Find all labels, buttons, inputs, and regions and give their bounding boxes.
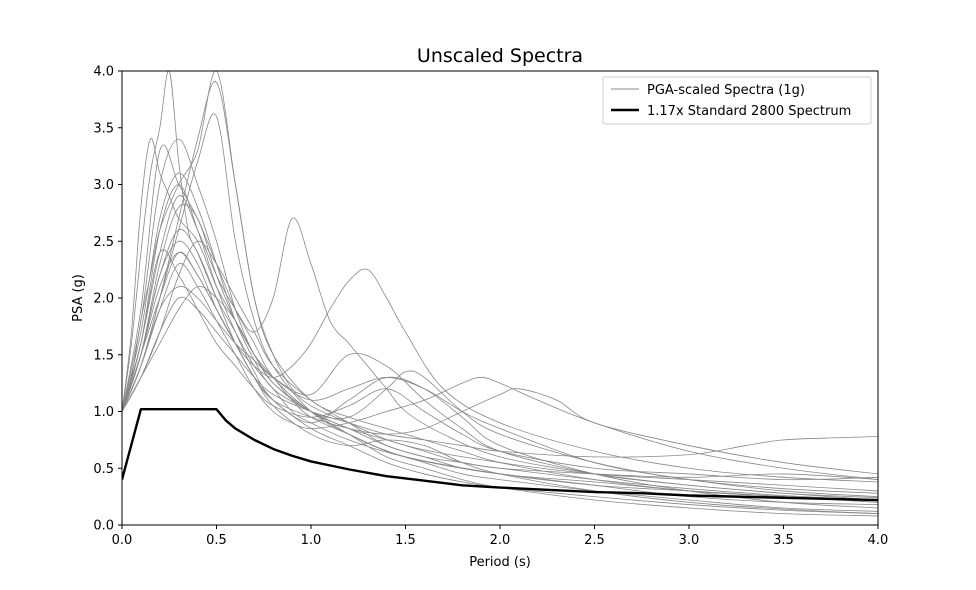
legend: PGA-scaled Spectra (1g) 1.17x Standard 2… (602, 76, 872, 125)
x-axis-label: Period (s) (469, 555, 531, 570)
pga-scaled-spectrum-line-17 (122, 285, 878, 517)
y-tick-label: 2.0 (93, 292, 114, 307)
y-tick-label: 1.0 (93, 405, 114, 420)
pga-scaled-spectrum-line-20 (122, 249, 878, 481)
pga-scaled-spectrum-line-12 (122, 240, 878, 505)
x-tick-label: 4.0 (868, 533, 889, 548)
pga-scaled-spectrum-line-14 (122, 252, 878, 515)
y-tick-label: 2.5 (93, 235, 114, 250)
x-axis-ticks: 0.0 0.5 1.0 1.5 2.0 2.5 3.0 3.5 4.0 (112, 525, 889, 548)
pga-scaled-spectrum-line-11 (122, 113, 878, 512)
y-tick-label: 1.5 (93, 348, 114, 363)
x-tick-label: 0.0 (112, 533, 133, 548)
pga-scaled-spectrum-line-19 (122, 228, 878, 515)
y-tick-label: 0.5 (93, 462, 114, 477)
x-tick-label: 1.0 (301, 533, 322, 548)
pga-scaled-spectrum-line-5 (122, 251, 878, 483)
series-layer (122, 71, 878, 517)
y-tick-label: 4.0 (93, 65, 114, 80)
pga-scaled-spectrum-line-7 (122, 240, 878, 475)
legend-label-pga: PGA-scaled Spectra (1g) (647, 83, 805, 98)
pga-scaled-spectrum-line-6 (122, 263, 878, 480)
chart-title: Unscaled Spectra (417, 45, 583, 67)
y-tick-label: 3.0 (93, 178, 114, 193)
y-tick-label: 0.0 (93, 519, 114, 534)
y-axis-label: PSA (g) (71, 274, 86, 322)
x-tick-label: 3.0 (679, 533, 700, 548)
y-tick-label: 3.5 (93, 121, 114, 136)
x-tick-label: 0.5 (206, 533, 227, 548)
pga-scaled-spectrum-line-16 (122, 285, 878, 499)
pga-scaled-spectrum-line-18 (122, 144, 878, 480)
pga-scaled-spectrum-line-13 (122, 184, 878, 509)
legend-box (602, 76, 872, 125)
standard-2800-spectrum-line (122, 408, 878, 502)
legend-label-standard: 1.17x Standard 2800 Spectrum (647, 104, 851, 119)
y-axis-ticks: 0.0 0.5 1.0 1.5 2.0 2.5 3.0 3.5 4.0 (93, 65, 122, 534)
pga-scaled-spectrum-line-21 (122, 81, 878, 503)
pga-scaled-spectrum-line-10 (122, 203, 878, 494)
x-tick-label: 2.0 (490, 533, 511, 548)
x-tick-label: 3.5 (773, 533, 794, 548)
x-tick-label: 1.5 (395, 533, 416, 548)
x-tick-label: 2.5 (584, 533, 605, 548)
pga-scaled-spectrum-line-9 (122, 138, 878, 498)
pga-scaled-spectrum-line-1 (122, 71, 878, 503)
